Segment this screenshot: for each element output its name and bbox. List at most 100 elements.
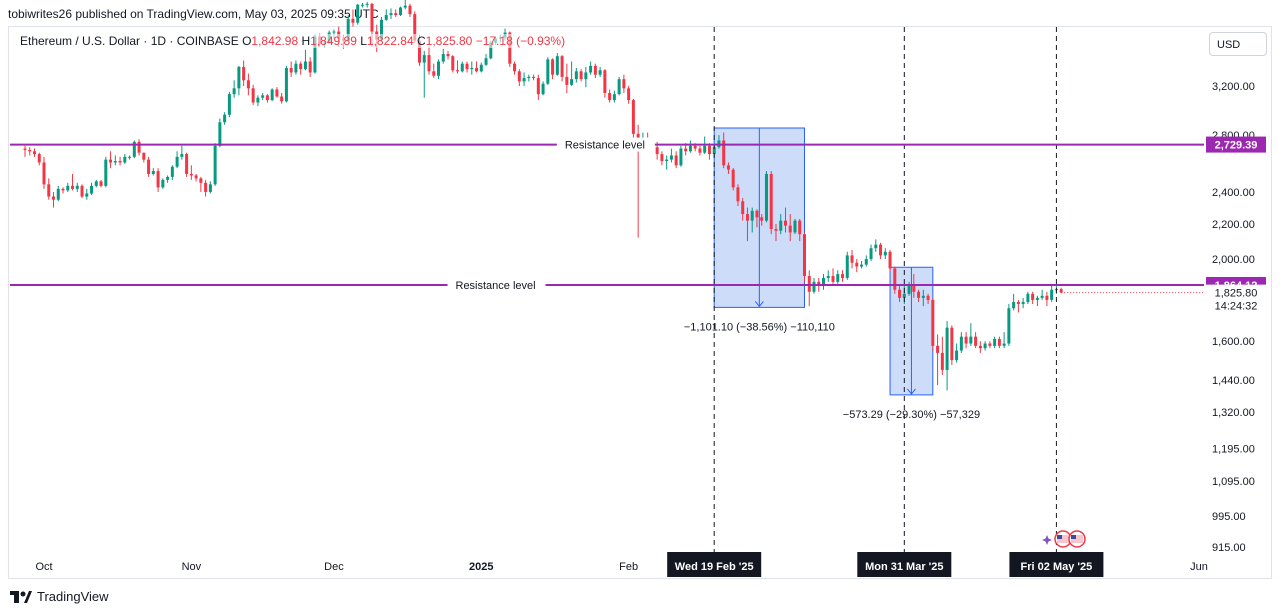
candle-body [109, 159, 113, 163]
date-marker-badge [1009, 552, 1104, 577]
candle-body [270, 89, 274, 101]
candle-body [313, 36, 317, 73]
candle-body [955, 350, 959, 361]
candle-body [712, 147, 716, 155]
candle-body [912, 285, 916, 292]
economic-event-icon[interactable] [1068, 530, 1086, 548]
price-tick-label: 2,000.00 [1212, 254, 1255, 266]
candle-body [631, 100, 635, 134]
candle-body [745, 214, 749, 221]
publisher-line: tobiwrites26 published on TradingView.co… [8, 7, 379, 21]
candle-body [1002, 343, 1006, 346]
candle-body [479, 64, 483, 72]
candle-body [993, 338, 997, 346]
axis-badges: Wed 19 Feb '25 Mon 31 Mar '25 Fri 02 May '… [667, 136, 1266, 577]
candle-body [959, 336, 963, 351]
candle-body [441, 54, 445, 62]
events-icon[interactable] [1042, 535, 1052, 545]
candle-body [422, 55, 426, 63]
currency-button[interactable]: USD [1209, 32, 1267, 56]
candle-body [551, 59, 555, 75]
high-label: H [301, 34, 311, 48]
candle-body [779, 220, 783, 231]
candle-body [456, 70, 460, 72]
candle-body [660, 154, 664, 162]
candle-body [508, 32, 512, 64]
candle-body [769, 173, 773, 230]
candle-body [180, 154, 184, 157]
candle-body [427, 55, 431, 72]
candle-body [1040, 295, 1044, 298]
candle-body [546, 59, 550, 84]
candle-body [99, 181, 103, 186]
candle-body [1012, 301, 1016, 309]
candle-body [655, 147, 659, 155]
candle-body [527, 76, 531, 79]
candle-body [204, 182, 208, 192]
candle-body [931, 299, 935, 346]
range-arrow-head [907, 388, 916, 395]
candle-body [793, 220, 797, 233]
resistance-lines: Resistance level Resistance level [10, 27, 1204, 552]
candle-body [978, 345, 982, 349]
candle-body [950, 327, 954, 361]
candle-body [541, 83, 545, 95]
candle-body [860, 264, 864, 267]
resistance-label: Resistance level [565, 140, 645, 152]
candle-body [864, 259, 868, 265]
range-measurement-label: −1,101.10 (−38.56%) −110,110 [684, 321, 835, 333]
candle-body [926, 295, 930, 300]
price-tick-label: 2,200.00 [1212, 219, 1255, 231]
candle-body [788, 225, 792, 233]
candle-body [94, 181, 98, 186]
date-marker-badge [857, 552, 952, 577]
price-tick-label: 3,200.00 [1212, 81, 1255, 93]
candle-body [242, 66, 246, 81]
candle-body [627, 88, 631, 101]
time-tick-label: Nov [182, 561, 202, 573]
candle-body [669, 155, 673, 160]
candle-body [774, 229, 778, 231]
candle-body [460, 63, 464, 72]
candle-body [227, 94, 231, 115]
candle-body [513, 63, 517, 72]
candle-body [489, 42, 493, 59]
candle-body [841, 274, 845, 278]
candle-body [284, 68, 288, 102]
candle-body [418, 40, 422, 63]
candle-body [413, 14, 417, 41]
candle-body [845, 255, 849, 278]
candle-body [703, 145, 707, 153]
chart-frame [8, 26, 1272, 579]
candle-body [731, 169, 735, 188]
candle-body [256, 97, 260, 103]
candle-body [275, 89, 279, 97]
resistance-label-bg [447, 277, 546, 292]
candle-body [85, 193, 89, 197]
candle-body [170, 166, 174, 177]
tradingview-logo-icon [10, 590, 32, 603]
footer-brand: TradingView [37, 589, 109, 604]
candle-body [684, 148, 688, 152]
candle-body [741, 201, 745, 215]
open-value: 1,842.98 [251, 34, 299, 48]
time-tick-label: Dec [324, 561, 344, 573]
candle-body [974, 336, 978, 346]
candle-body [679, 148, 683, 166]
candle-body [142, 152, 146, 160]
candle-body [617, 79, 621, 95]
candle-body [1021, 301, 1025, 305]
tradingview-footer[interactable]: TradingView [10, 589, 109, 604]
candle-body [940, 352, 944, 370]
price-tick-label: 1,320.00 [1212, 407, 1255, 419]
candle-body [893, 268, 897, 290]
candle-body [798, 220, 802, 235]
candle-body [389, 13, 393, 16]
candle-body [1026, 293, 1030, 302]
candle-body [836, 274, 840, 282]
candle-body [189, 173, 193, 176]
candle-body [199, 178, 203, 183]
candle-body [560, 56, 564, 77]
candle-body [802, 234, 806, 277]
